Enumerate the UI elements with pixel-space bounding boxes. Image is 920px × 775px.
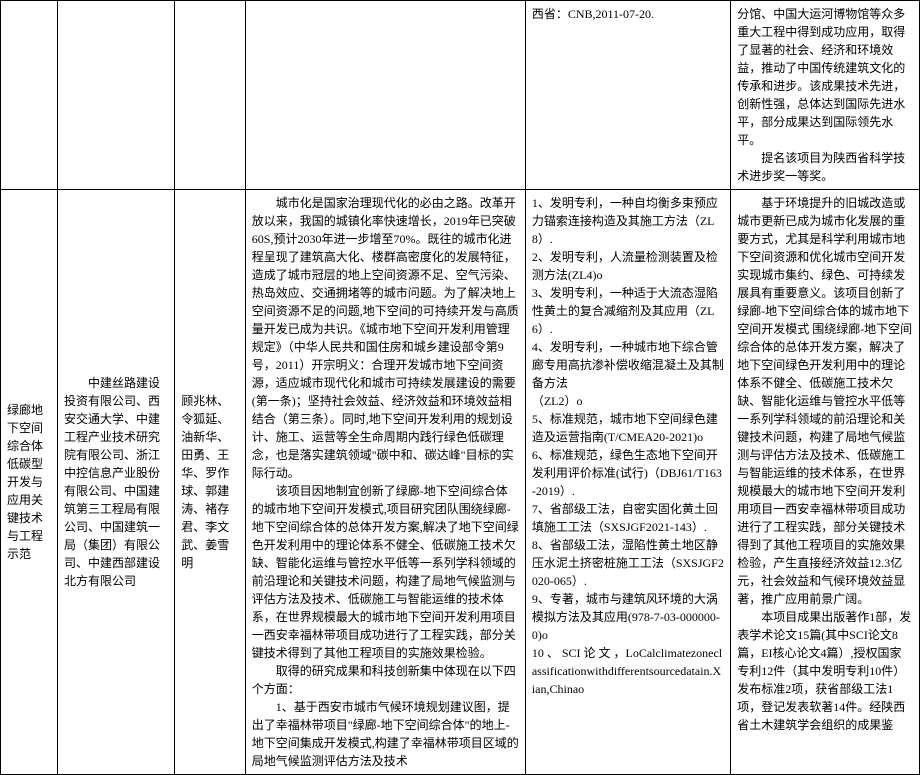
cell-r1-c1 <box>1 1 58 190</box>
r2c6-p1: 基于环境提升的旧城改造或城市更新已成为城市化发展的重要方式，尤其是科学利用城市地… <box>737 194 913 608</box>
cell-r2-c5: 1、发明专利，一种自均衡多束预应力锚索连接构造及其施工方法（ZL8）. 2、发明… <box>525 190 730 775</box>
r2c6-p2: 本项目成果出版著作1部，发表学术论文15篇(其中SCI论文8篇，EI核心论文4篇… <box>737 608 913 734</box>
table-row: 绿廊地下空间综合体低碳型开发与应用关键技术与工程示范 中建丝路建设投资有限公司、… <box>1 190 920 775</box>
cell-r2-c2: 中建丝路建设投资有限公司、西安交通大学、中建工程产业技术研究院有限公司、浙江中控… <box>58 190 175 775</box>
document-table: 西省：CNB,2011-07-20. 分馆、中国大运河博物馆等众多重大工程中得到… <box>0 0 920 775</box>
r2c4-p1: 城市化是国家治理现代化的必由之路。改革开放以来，我国的城镇化率快速增长，2019… <box>252 194 519 482</box>
cell-r1-c5: 西省：CNB,2011-07-20. <box>525 1 730 190</box>
r2c5-l11: 10 、 SCI 论 文 ，LoCalclimatezoneclassifica… <box>532 644 724 698</box>
r1c6-p2: 提名该项目为陕西省科学技术进步奖一等奖。 <box>737 149 913 185</box>
cell-r2-c4: 城市化是国家治理现代化的必由之路。改革开放以来，我国的城镇化率快速增长，2019… <box>245 190 525 775</box>
r2c4-p2: 该项目因地制宜创新了绿廊-地下空间综合体的城市地下空间开发模式,项目研究团队围绕… <box>252 482 519 662</box>
table-row: 西省：CNB,2011-07-20. 分馆、中国大运河博物馆等众多重大工程中得到… <box>1 1 920 190</box>
r2c5-l2: 2、发明专利，人流量检测装置及检测方法(ZL4)o <box>532 248 724 284</box>
r2c5-l8: 7、省部级工法，自密实固化黄土回填施工工法（SXSJGF2021-143）. <box>532 500 724 536</box>
r2c5-l5: （ZL2）o <box>532 392 724 410</box>
r2c5-l3: 3、发明专利，一种适于大流态湿陷性黄土的复合减缩剂及其应用（ZL6）. <box>532 284 724 338</box>
r2c4-p4: 1、基于西安市城市气候环境规划建议图，提出了幸福林带项目"绿廊-地下空间综合体"… <box>252 698 519 770</box>
r2c5-l4: 4、发明专利，一种城市地下综合管廊专用高抗渗补偿收缩混凝土及其制备方法 <box>532 338 724 392</box>
cell-r1-c2 <box>58 1 175 190</box>
project-title: 绿廊地下空间综合体低碳型开发与应用关键技术与工程示范 <box>7 403 43 561</box>
r2c5-l7: 6、标准规范，绿色生态地下空间开发利用评价标准(试行)（DBJ61/T163-2… <box>532 446 724 500</box>
r2c4-p3: 取得的研究成果和科技创新集中体现在以下四个方面： <box>252 662 519 698</box>
r1c6-p1: 分馆、中国大运河博物馆等众多重大工程中得到成功应用，取得了显著的社会、经济和环境… <box>737 5 913 149</box>
r2c5-l10: 9、专著，城市与建筑风环境的大涡模拟方法及其应用(978-7-03-000000… <box>532 590 724 644</box>
cell-r1-c6: 分馆、中国大运河博物馆等众多重大工程中得到成功应用，取得了显著的社会、经济和环境… <box>731 1 920 190</box>
r1c5-text: 西省：CNB,2011-07-20. <box>532 7 654 21</box>
cell-r2-c6: 基于环境提升的旧城改造或城市更新已成为城市化发展的重要方式，尤其是科学利用城市地… <box>731 190 920 775</box>
r2c5-l6: 5、标准规范，城市地下空间绿色建造及运营指南(T/CMEA20-2021)o <box>532 410 724 446</box>
r2c5-l1: 1、发明专利，一种自均衡多束预应力锚索连接构造及其施工方法（ZL8）. <box>532 194 724 248</box>
cell-r1-c4 <box>245 1 525 190</box>
cell-r2-c3: 顾兆林、令狐延、油新华、田勇、王华、罗作球、郭建涛、褚存君、李文武、姜雪明 <box>175 190 246 775</box>
personnel-list: 顾兆林、令狐延、油新华、田勇、王华、罗作球、郭建涛、褚存君、李文武、姜雪明 <box>181 394 229 570</box>
cell-r2-c1: 绿廊地下空间综合体低碳型开发与应用关键技术与工程示范 <box>1 190 58 775</box>
organizations: 中建丝路建设投资有限公司、西安交通大学、中建工程产业技术研究院有限公司、浙江中控… <box>64 374 168 590</box>
r2c5-l9: 8、省部级工法，湿陷性黄土地区静压水泥土挤密桩施工工法（SXSJGF2020-0… <box>532 536 724 590</box>
cell-r1-c3 <box>175 1 246 190</box>
